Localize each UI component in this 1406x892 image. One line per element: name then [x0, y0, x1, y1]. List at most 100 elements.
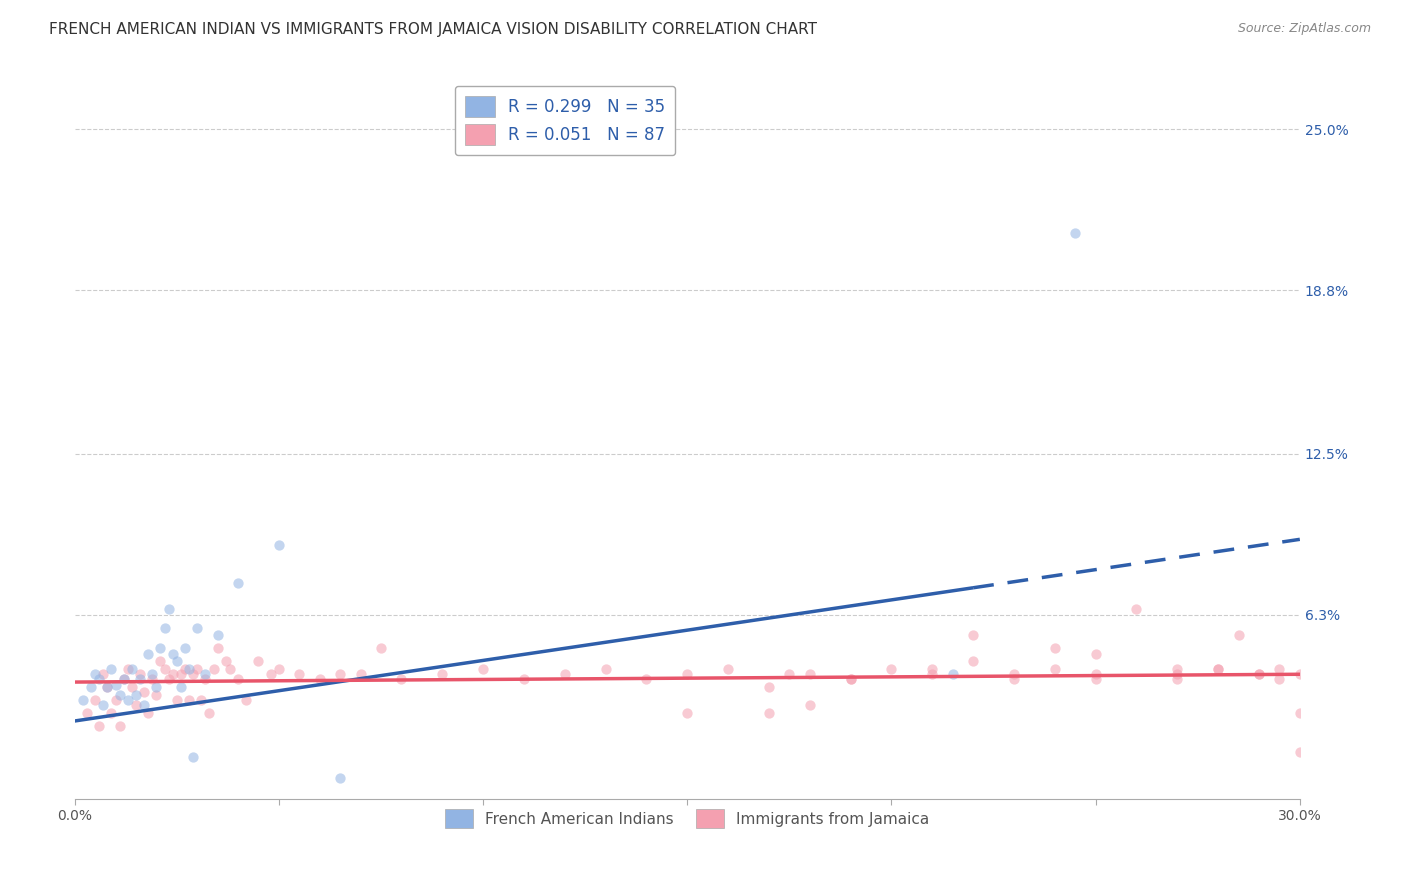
Point [190, 693, 212, 707]
Point [595, 662, 617, 676]
Point [942, 667, 965, 681]
Point [1084, 673, 1107, 687]
Point [202, 662, 225, 676]
Point [389, 673, 412, 687]
Point [145, 688, 167, 702]
Point [100, 706, 122, 721]
Point [554, 667, 576, 681]
Point [1043, 641, 1066, 656]
Point [136, 706, 159, 721]
Point [174, 641, 197, 656]
Point [117, 693, 139, 707]
Point [157, 673, 180, 687]
Point [1125, 602, 1147, 616]
Point [513, 673, 536, 687]
Point [121, 662, 143, 676]
Point [1227, 628, 1250, 642]
Point [676, 706, 699, 721]
Point [162, 667, 184, 681]
Point [149, 654, 172, 668]
Point [91, 698, 114, 713]
Point [1064, 226, 1087, 240]
Point [349, 667, 371, 681]
Point [1166, 673, 1188, 687]
Point [80, 680, 103, 694]
Point [962, 628, 984, 642]
Point [247, 654, 270, 668]
Text: FRENCH AMERICAN INDIAN VS IMMIGRANTS FROM JAMAICA VISION DISABILITY CORRELATION : FRENCH AMERICAN INDIAN VS IMMIGRANTS FRO… [49, 22, 817, 37]
Point [177, 662, 200, 676]
Point [129, 667, 152, 681]
Point [1043, 662, 1066, 676]
Point [89, 673, 111, 687]
Point [76, 706, 98, 721]
Point [84, 667, 107, 681]
Point [112, 673, 135, 687]
Point [166, 693, 188, 707]
Point [132, 685, 155, 699]
Point [1002, 667, 1025, 681]
Point [1084, 667, 1107, 681]
Point [215, 654, 238, 668]
Legend: French American Indians, Immigrants from Jamaica: French American Indians, Immigrants from… [439, 803, 935, 835]
Point [758, 706, 780, 721]
Point [149, 641, 172, 656]
Point [1247, 667, 1270, 681]
Point [177, 693, 200, 707]
Point [778, 667, 800, 681]
Point [1268, 673, 1291, 687]
Point [100, 662, 122, 676]
Point [125, 688, 148, 702]
Point [170, 667, 193, 681]
Point [129, 673, 152, 687]
Point [1166, 662, 1188, 676]
Point [207, 628, 229, 642]
Point [141, 673, 163, 687]
Point [921, 662, 943, 676]
Point [329, 771, 352, 785]
Point [170, 680, 193, 694]
Point [141, 667, 163, 681]
Point [121, 680, 143, 694]
Point [125, 698, 148, 713]
Point [1084, 647, 1107, 661]
Point [880, 662, 903, 676]
Point [1288, 745, 1310, 759]
Point [472, 662, 495, 676]
Point [717, 662, 740, 676]
Point [308, 673, 330, 687]
Point [636, 673, 658, 687]
Point [112, 673, 135, 687]
Point [186, 621, 208, 635]
Point [207, 641, 229, 656]
Point [799, 698, 821, 713]
Point [198, 706, 221, 721]
Point [108, 688, 131, 702]
Point [194, 673, 217, 687]
Point [226, 673, 249, 687]
Point [288, 667, 311, 681]
Point [267, 662, 290, 676]
Point [162, 647, 184, 661]
Point [84, 693, 107, 707]
Point [145, 680, 167, 694]
Point [186, 662, 208, 676]
Point [758, 680, 780, 694]
Point [1166, 667, 1188, 681]
Point [267, 537, 290, 551]
Point [181, 750, 204, 764]
Point [194, 667, 217, 681]
Point [1206, 662, 1229, 676]
Point [1288, 667, 1310, 681]
Point [432, 667, 454, 681]
Point [226, 576, 249, 591]
Point [962, 654, 984, 668]
Point [181, 667, 204, 681]
Point [136, 647, 159, 661]
Point [676, 667, 699, 681]
Point [921, 667, 943, 681]
Point [839, 673, 862, 687]
Point [117, 662, 139, 676]
Point [174, 662, 197, 676]
Point [1002, 673, 1025, 687]
